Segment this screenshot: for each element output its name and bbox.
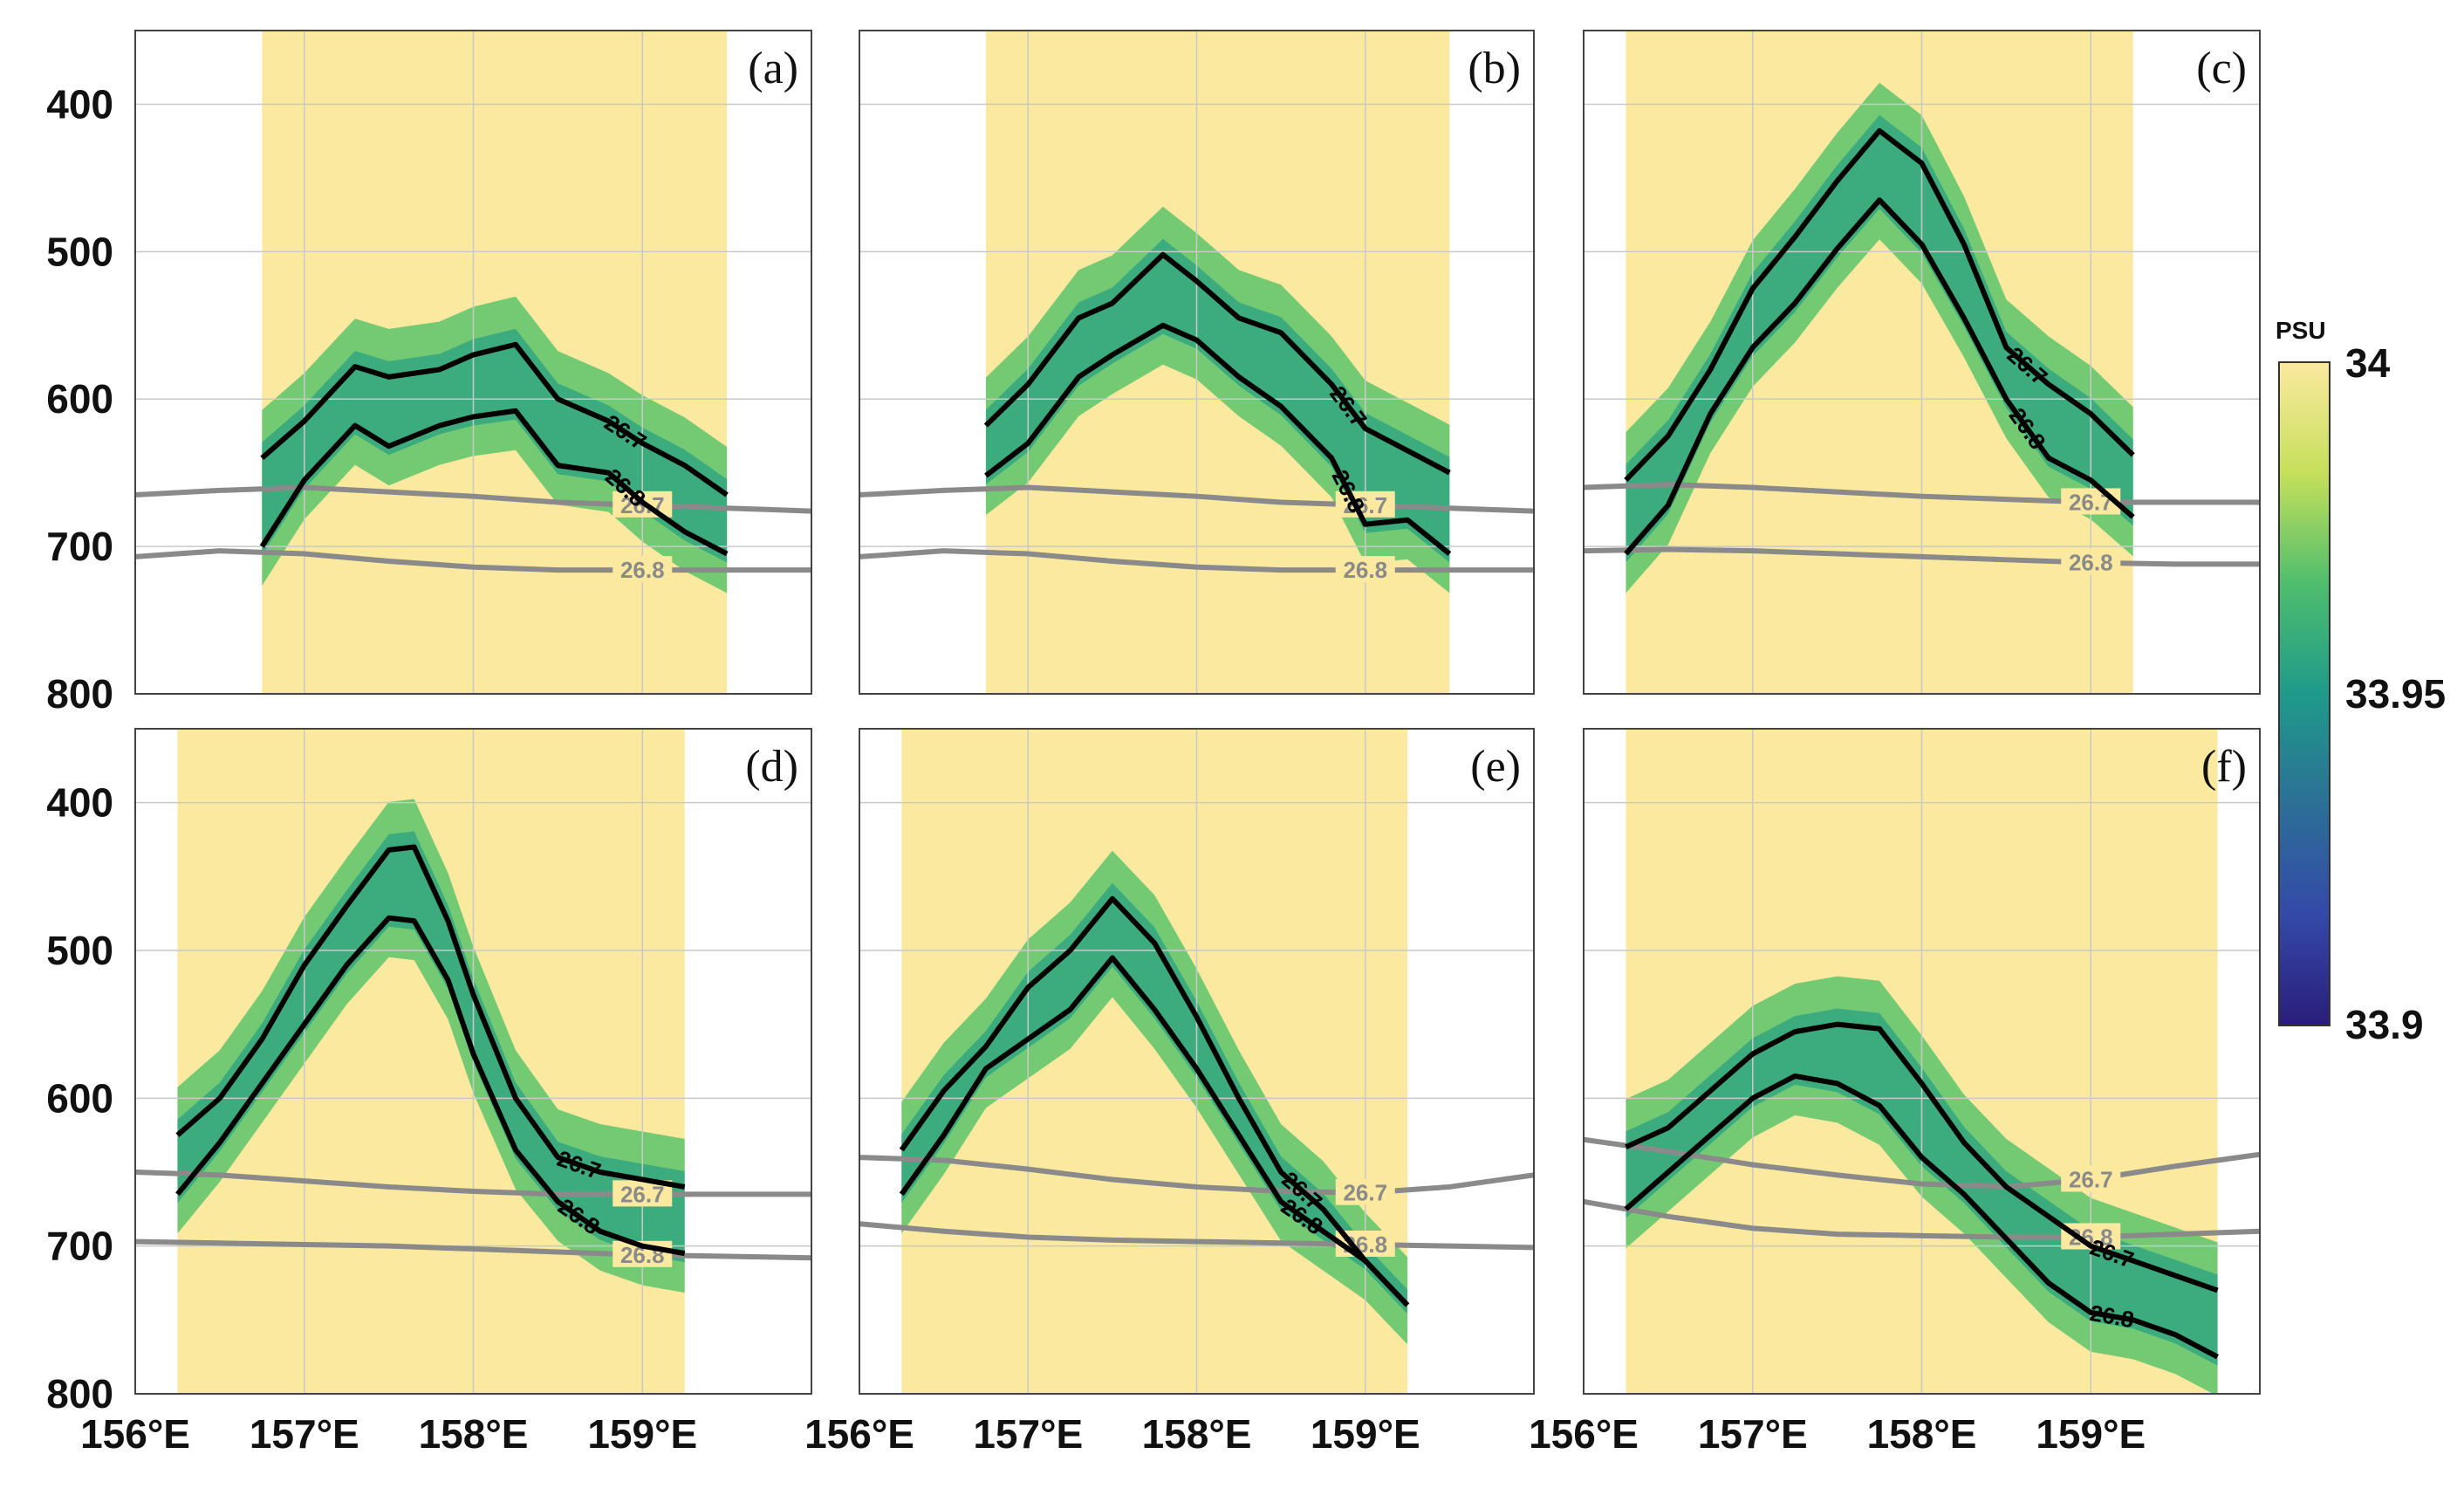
isopycnal-label-bg [2061,1165,2121,1192]
x-tick-label: 156°E [1529,1411,1639,1457]
x-tick-label: 158°E [419,1411,529,1457]
isopycnal-26.7 [1625,1021,2219,1293]
salinity-band-core [985,238,1450,563]
colorbar-tick-label: 33.9 [2345,1002,2424,1047]
mean-isopycnal-26.7 [135,484,811,514]
y-tick-label: 500 [46,229,113,274]
mean-isopycnal-26.7 [1584,1136,2260,1190]
salinity-band-core [262,328,728,563]
x-tick-label: 157°E [973,1411,1083,1457]
x-tick-label: 159°E [587,1411,697,1457]
colorbar-unit: PSU [2276,317,2326,344]
colorbar: PSU 34 33.95 33.9 [2276,317,2446,1047]
mean-isopycnal-label: 26.8 [2069,550,2113,576]
isopycnal-label-bg [1335,490,1395,518]
y-tick-label: 800 [46,671,113,717]
x-tick-label: 158°E [1142,1411,1252,1457]
isopycnal-26.8 [175,915,686,1257]
y-tick-label: 800 [46,1371,113,1416]
x-tick-label: 156°E [80,1411,190,1457]
mean-isopycnal-26.8 [135,1238,811,1261]
x-tick-label: 156°E [804,1411,914,1457]
isopycnal-label-bg [2061,548,2121,575]
x-tick-label: 157°E [1698,1411,1808,1457]
mean-isopycnal-label: 26.7 [1343,1180,1387,1206]
panel: 26.726.826.726.8(c) [1583,30,2261,695]
isopycnal-label-bg [613,556,673,583]
panel: 26.726.826.726.8(b) [859,30,1535,695]
mean-isopycnal-label: 26.7 [2069,1166,2113,1192]
panel-label: (c) [2196,44,2247,93]
mean-isopycnal-26.7 [1584,482,2260,505]
isopycnal-26.8 [984,322,1452,556]
y-tick-label: 700 [46,1224,113,1269]
y-tick-label: 500 [46,928,113,973]
isopycnal-label-bg [1335,556,1395,583]
axes-frame [134,728,812,1395]
y-tick-label: 600 [46,376,113,422]
colorbar-tick-label: 34 [2345,340,2391,386]
x-tick-label: 158°E [1867,1411,1977,1457]
axes-frame [134,30,812,695]
mean-isopycnal-26.8 [859,548,1534,573]
axes-frame [1583,30,2261,695]
x-tick-label: 157°E [250,1411,359,1457]
axes-frame [1583,728,2261,1395]
x-tick-label: 159°E [1311,1411,1420,1457]
mean-isopycnal-label: 26.8 [1343,557,1387,583]
panel: 26.726.826.726.8(f)156°E 157°E 158°E 159°E [1529,728,2261,1457]
mean-isopycnal-26.8 [859,1221,1534,1251]
mean-isopycnal-label: 26.7 [620,1181,665,1207]
isopycnal-label-bg [2061,488,2121,515]
y-tick-label: 700 [46,524,113,569]
isopycnal-26.7 [983,251,1451,476]
axes-frame [859,30,1535,695]
panel-label: (e) [1470,742,1521,792]
panel-label: (b) [1468,44,1521,93]
panel: 26.726.826.726.8(e)156°E 157°E 158°E 159°E [804,728,1535,1457]
panel-label: (f) [2201,742,2247,792]
mean-isopycnal-26.7 [135,1169,811,1197]
mean-isopycnal-26.8 [135,548,811,573]
salinity-band-core [1626,1008,2218,1366]
axes-frame [859,728,1535,1395]
y-tick-label: 600 [46,1075,113,1121]
colorbar-gradient [2278,361,2331,1026]
mean-isopycnal-label: 26.8 [620,557,665,583]
mean-isopycnal-26.8 [1584,1198,2260,1240]
panel-label: (a) [748,44,798,93]
mean-isopycnal-26.7 [859,484,1534,514]
y-tick-label: 400 [46,81,113,127]
isopycnal-label-bg [1335,1178,1395,1205]
mean-isopycnal-26.7 [859,1155,1534,1196]
isopycnal-26.7 [260,341,729,497]
isopycnal-26.8 [259,408,729,557]
isopycnal-26.7 [899,895,1410,1307]
colorbar-tick-label: 33.95 [2345,671,2446,717]
isopycnal-26.7 [175,844,686,1190]
panel-label: (d) [745,742,798,792]
isopycnal-26.7 [1624,127,2135,483]
isopycnal-26.8 [899,955,1410,1307]
isopycnal-26.8 [1624,1073,2219,1360]
panels-layer: 26.7 26.8 26.7 26.8 (a) 400 500 600 700 800 26.7 26… [46,30,2261,1457]
mean-isopycnal-26.8 [1584,546,2260,567]
isopycnal-26.8 [1624,197,2135,556]
y-tick-label: 400 [46,780,113,826]
x-tick-label: 159°E [2036,1411,2146,1457]
